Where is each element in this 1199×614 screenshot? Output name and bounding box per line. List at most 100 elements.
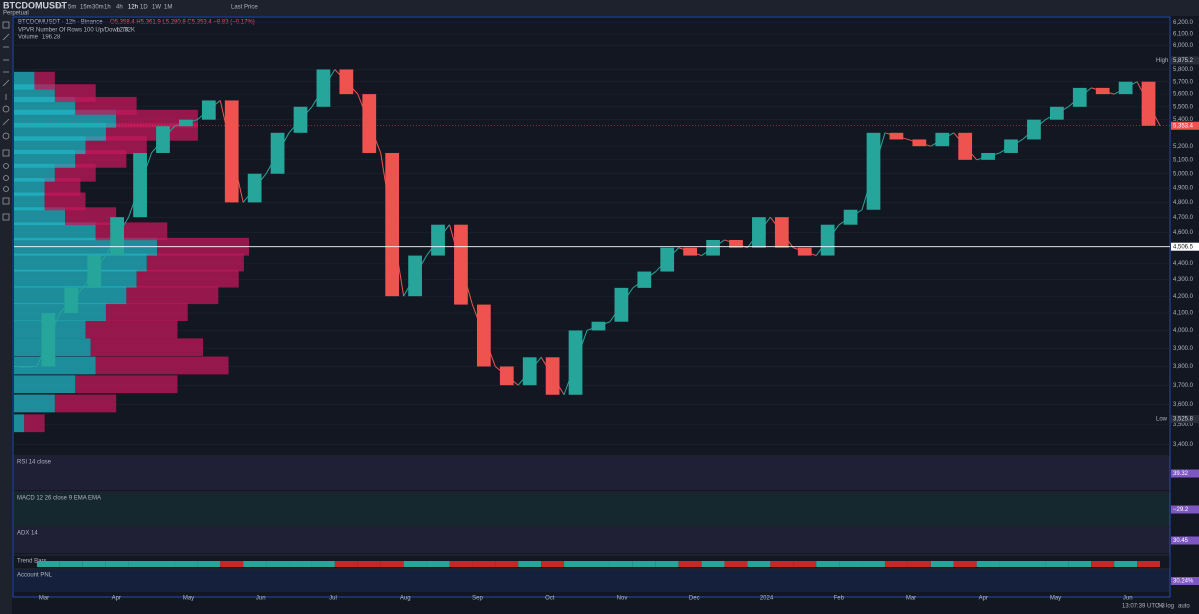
clock: 13:07:39 UTC-3 xyxy=(1122,604,1165,610)
x-tick-label: May xyxy=(1050,596,1061,602)
timeframe[interactable]: 12h xyxy=(128,5,138,11)
profile-up xyxy=(14,149,76,168)
candle-line xyxy=(1091,87,1115,95)
candle-line xyxy=(151,125,175,154)
x-tick-label: Mar xyxy=(39,596,49,602)
x-tick-label: 2024 xyxy=(760,596,774,602)
x-tick-label: Mar xyxy=(906,596,916,602)
y-tick-label: 4,000.0 xyxy=(1173,328,1194,334)
price-type[interactable]: Last Price xyxy=(231,5,258,11)
y-tick-label: 6,200.0 xyxy=(1173,20,1194,26)
left-toolbar xyxy=(0,16,12,614)
candle-line xyxy=(311,69,336,108)
high-tag xyxy=(1171,56,1199,65)
candle-line xyxy=(999,139,1023,154)
low-value: 3,525.8 xyxy=(1173,417,1194,423)
candle-line xyxy=(1045,106,1069,121)
percent-toggle[interactable]: % xyxy=(1158,604,1164,610)
adx-value-tag xyxy=(1171,536,1199,545)
profile-down xyxy=(54,394,117,413)
candle-line xyxy=(1022,119,1046,140)
log-toggle[interactable]: log xyxy=(1166,604,1174,610)
x-tick-label: Jun xyxy=(256,596,266,602)
trend-bar xyxy=(1091,561,1115,567)
trend-label: Trend Bars xyxy=(17,559,46,565)
timeframe[interactable]: 15m xyxy=(80,5,92,11)
candle-line xyxy=(174,119,198,127)
auto-toggle[interactable]: auto xyxy=(1178,604,1190,610)
trend-bar xyxy=(793,561,817,567)
profile-down xyxy=(85,320,178,339)
y-tick-label: 5,700.0 xyxy=(1173,79,1194,85)
y-tick-label: 4,400.0 xyxy=(1173,261,1194,267)
last-tag xyxy=(1171,121,1199,130)
trend-bar xyxy=(564,561,587,567)
trend-bar xyxy=(36,561,60,567)
profile-up xyxy=(14,222,96,241)
profile-up xyxy=(14,178,45,196)
trend-bar xyxy=(357,561,381,567)
candle-line xyxy=(793,247,817,257)
candle-line xyxy=(1113,81,1138,95)
x-tick-label: Jul xyxy=(329,596,337,602)
profile-down xyxy=(95,356,229,375)
profile-up xyxy=(14,136,86,155)
candle-line xyxy=(1068,87,1092,108)
y-tick-label: 3,600.0 xyxy=(1173,402,1194,408)
trend-bar xyxy=(701,561,725,567)
trend-bar xyxy=(655,561,679,567)
trend-bar xyxy=(197,561,221,567)
low-tag xyxy=(1171,415,1199,424)
candle-line xyxy=(747,216,771,249)
candle-line xyxy=(976,152,1000,161)
timeframe[interactable]: 5m xyxy=(68,5,76,11)
x-tick-label: Sep xyxy=(472,596,483,602)
trend-bar xyxy=(884,561,908,567)
timeframe[interactable]: 1m xyxy=(56,5,64,11)
profile-down xyxy=(90,338,204,357)
top-bar xyxy=(0,0,1199,16)
candle-line xyxy=(586,321,611,331)
x-tick-label: Apr xyxy=(979,596,988,602)
candle-line xyxy=(334,69,359,95)
profile-down xyxy=(126,286,219,305)
y-tick-label: 5,600.0 xyxy=(1173,92,1194,98)
y-tick-label: 4,700.0 xyxy=(1173,215,1194,221)
timeframe[interactable]: 1M xyxy=(164,5,172,11)
candle-line xyxy=(930,132,954,147)
timeframe[interactable]: 4h xyxy=(116,5,123,11)
trend-bar xyxy=(380,561,404,567)
candle-line xyxy=(609,287,634,323)
candle-line xyxy=(128,152,152,218)
high-value: 5,875.2 xyxy=(1173,58,1194,64)
trend-bar xyxy=(1068,561,1092,567)
profile-down xyxy=(54,163,96,182)
profile-up xyxy=(14,192,45,211)
trend-bar xyxy=(1022,561,1046,567)
rsi-label: RSI 14 close xyxy=(17,460,52,466)
trend-bar xyxy=(587,561,610,567)
y-tick-label: 3,800.0 xyxy=(1173,364,1194,370)
trend-bar xyxy=(1045,561,1069,567)
timeframe[interactable]: 30m xyxy=(92,5,104,11)
market: Perpetual xyxy=(3,11,29,17)
trend-bar xyxy=(311,561,335,567)
trend-bar xyxy=(518,561,542,567)
trend-bar xyxy=(334,561,358,567)
timeframe[interactable]: 1W xyxy=(152,5,161,11)
timeframe[interactable]: 1D xyxy=(140,5,148,11)
trend-bar xyxy=(472,561,496,567)
y-tick-label: 4,600.0 xyxy=(1173,230,1194,236)
x-tick-label: Nov xyxy=(617,596,628,602)
profile-down xyxy=(85,136,147,155)
candle-line xyxy=(59,287,84,314)
y-tick-label: 4,300.0 xyxy=(1173,277,1194,283)
timeframe[interactable]: 1h xyxy=(104,5,111,11)
trend-bar xyxy=(930,561,954,567)
trend-bar xyxy=(632,561,656,567)
trend-bar xyxy=(174,561,198,567)
symbol[interactable]: BTCDOMUSDT xyxy=(3,0,67,10)
y-tick-label: 3,900.0 xyxy=(1173,346,1194,352)
macd-value-tag xyxy=(1171,505,1199,514)
